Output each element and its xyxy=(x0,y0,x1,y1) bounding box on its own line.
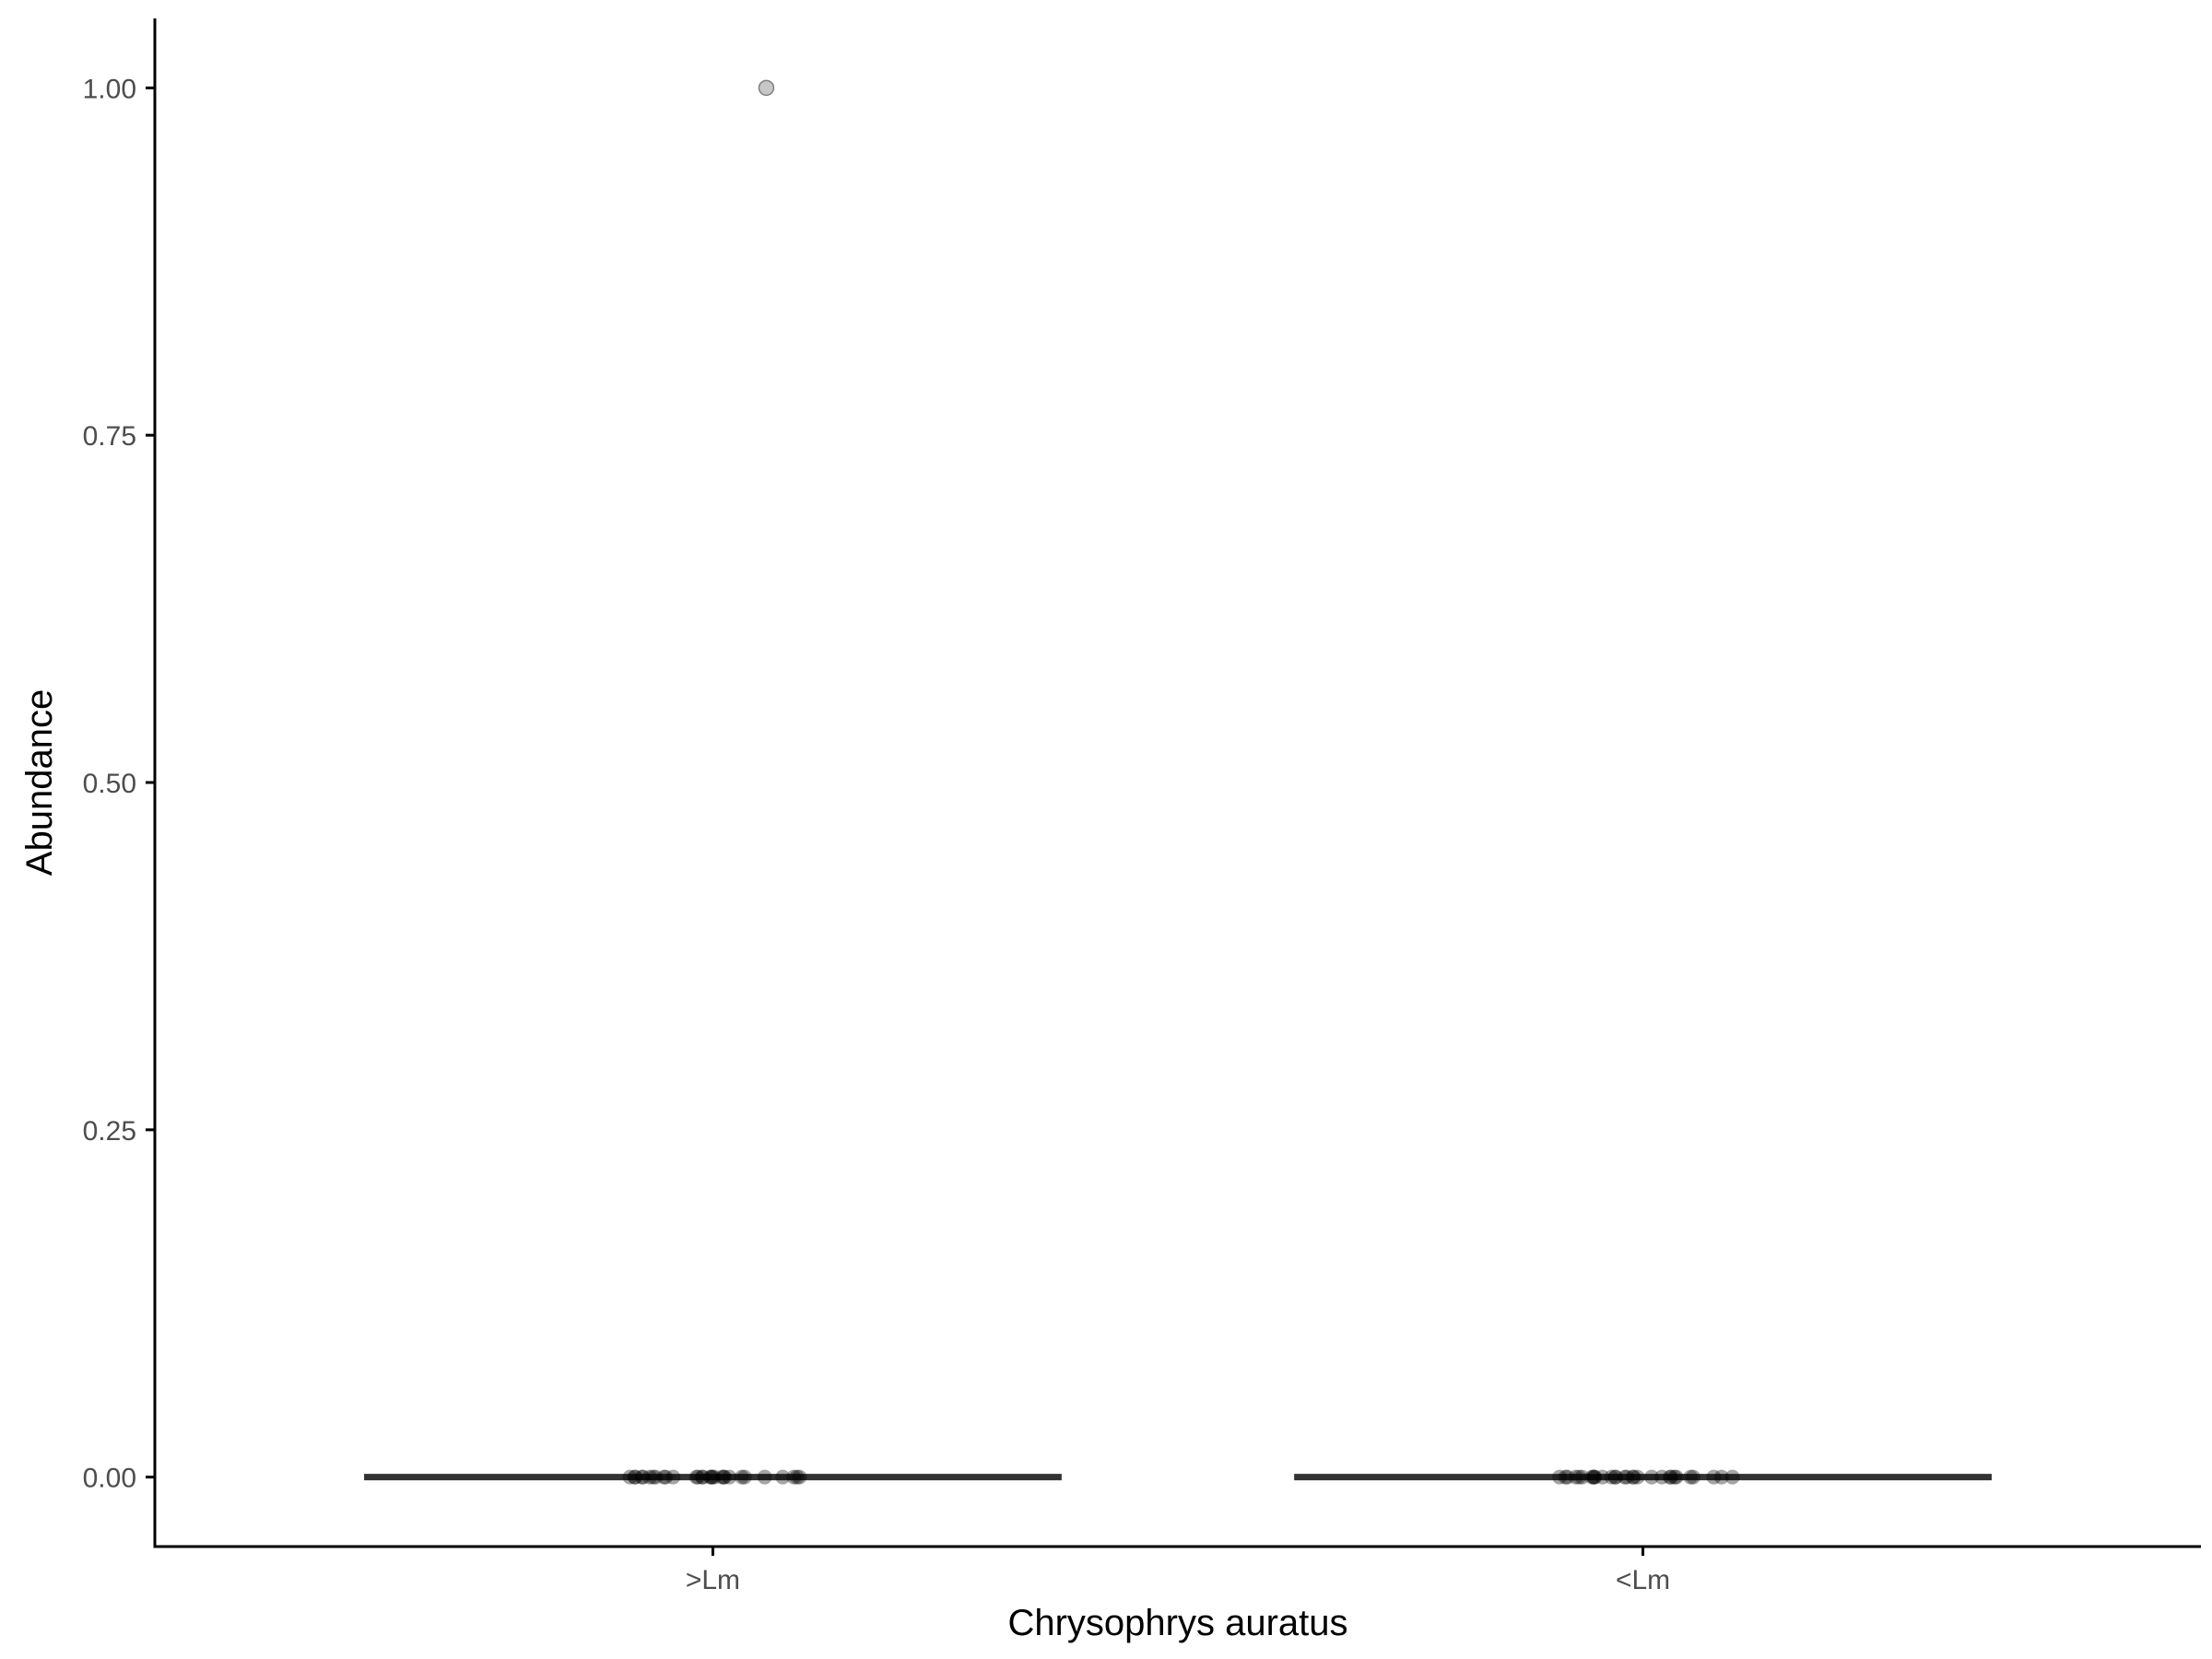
data-point xyxy=(706,1469,722,1485)
data-point xyxy=(627,1469,642,1485)
y-tick-label: 1.00 xyxy=(83,74,136,104)
data-point xyxy=(786,1469,802,1485)
data-point xyxy=(1571,1469,1587,1485)
data-point xyxy=(789,1469,805,1485)
data-point xyxy=(775,1469,791,1485)
x-ticks: >Lm <Lm xyxy=(686,1547,1670,1595)
y-tick-label: 0.25 xyxy=(83,1116,136,1147)
data-point xyxy=(1686,1469,1701,1485)
data-point xyxy=(690,1469,706,1485)
data-point xyxy=(736,1469,752,1485)
data-point xyxy=(1713,1469,1729,1485)
data-point xyxy=(1607,1469,1623,1485)
data-point xyxy=(1654,1469,1670,1485)
data-point xyxy=(1552,1469,1568,1485)
data-point xyxy=(622,1469,638,1485)
data-point xyxy=(1630,1469,1645,1485)
data-point xyxy=(695,1469,711,1485)
y-axis-title: Abundance xyxy=(19,689,60,876)
data-point xyxy=(1607,1469,1623,1485)
data-point xyxy=(642,1469,658,1485)
data-point xyxy=(1668,1469,1684,1485)
data-point xyxy=(1706,1469,1722,1485)
x-axis-title: Chrysophrys auratus xyxy=(1007,1603,1347,1643)
data-point xyxy=(1643,1469,1659,1485)
data-point xyxy=(1574,1469,1590,1485)
data-point xyxy=(1584,1469,1600,1485)
data-point xyxy=(1625,1469,1641,1485)
data-point xyxy=(702,1469,718,1485)
data-point xyxy=(1558,1469,1573,1485)
y-tick-label: 0.00 xyxy=(83,1464,136,1494)
data-point xyxy=(757,1469,772,1485)
data-point xyxy=(1586,1469,1602,1485)
data-point xyxy=(703,1469,719,1485)
data-point xyxy=(1626,1469,1641,1485)
data-point xyxy=(716,1469,732,1485)
y-tick-label: 0.50 xyxy=(83,769,136,799)
data-point xyxy=(1568,1469,1583,1485)
data-point xyxy=(1662,1469,1677,1485)
data-point xyxy=(634,1469,650,1485)
data-point xyxy=(1664,1469,1679,1485)
data-point xyxy=(1617,1469,1632,1485)
data-point xyxy=(705,1469,721,1485)
x-tick-label: <Lm xyxy=(1616,1565,1670,1595)
data-point xyxy=(722,1469,737,1485)
outlier-point xyxy=(758,79,775,97)
data-point xyxy=(1586,1469,1602,1485)
data-point xyxy=(1604,1469,1619,1485)
x-tick-label: >Lm xyxy=(686,1565,740,1595)
data-point xyxy=(734,1469,749,1485)
points-2 xyxy=(1552,1469,1740,1485)
data-point xyxy=(1724,1469,1740,1485)
box-1 xyxy=(364,79,1062,1481)
data-point xyxy=(792,1469,807,1485)
data-point xyxy=(645,1469,661,1485)
data-point xyxy=(1559,1469,1575,1485)
data-point xyxy=(688,1469,704,1485)
data-point xyxy=(635,1469,651,1485)
data-point xyxy=(1618,1469,1634,1485)
data-point xyxy=(1666,1469,1682,1485)
data-point xyxy=(628,1469,643,1485)
data-point xyxy=(1683,1469,1699,1485)
data-point xyxy=(695,1469,711,1485)
y-tick-label: 0.75 xyxy=(83,421,136,452)
data-point xyxy=(665,1469,681,1485)
data-point xyxy=(648,1469,664,1485)
data-point xyxy=(1587,1469,1603,1485)
data-point xyxy=(658,1469,674,1485)
data-point xyxy=(714,1469,730,1485)
plot-area xyxy=(364,79,1992,1485)
axes xyxy=(153,18,2201,1548)
points-1 xyxy=(622,1469,807,1485)
data-point xyxy=(716,1469,732,1485)
data-point xyxy=(1594,1469,1610,1485)
data-point xyxy=(656,1469,672,1485)
y-ticks: 0.00 0.25 0.50 0.75 1.00 xyxy=(83,74,155,1494)
